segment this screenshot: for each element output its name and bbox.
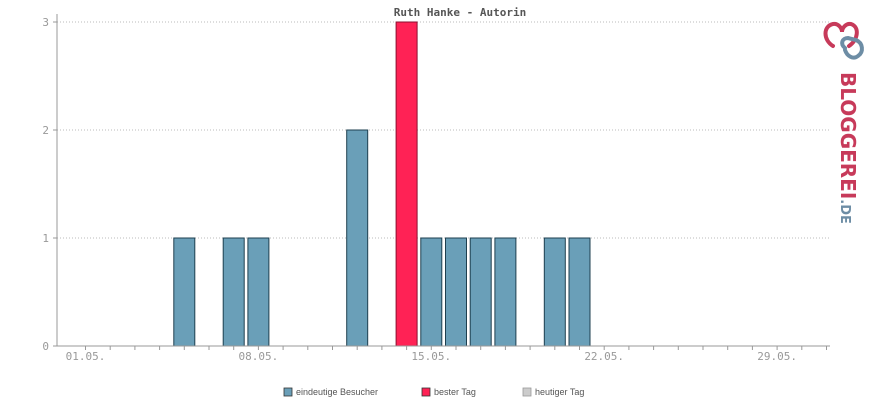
bars <box>173 21 591 347</box>
legend-label-best-day: bester Tag <box>434 387 476 397</box>
axes <box>56 14 830 347</box>
logo-suffix: .DE <box>837 199 852 224</box>
chart-title: Ruth Hanke - Autorin <box>394 6 526 19</box>
bar-visitors <box>445 237 467 347</box>
bar-visitors <box>247 237 270 347</box>
x-tick-label: 01.05. <box>66 350 106 363</box>
legend-swatch-best-day <box>421 387 431 397</box>
bar-best-day <box>395 21 418 347</box>
bar-visitors <box>420 237 443 347</box>
x-tick-label: 08.05. <box>239 350 279 363</box>
logo-heart-icon <box>823 21 864 60</box>
legend: eindeutige Besucher bester Tag heutiger … <box>283 387 584 397</box>
x-tick-label: 22.05. <box>584 350 624 363</box>
bar-visitors <box>494 237 517 347</box>
y-tick-label: 0 <box>42 340 49 353</box>
y-tick-label: 1 <box>42 232 49 245</box>
bar-visitors <box>346 129 369 347</box>
legend-swatch-visitors <box>283 387 293 397</box>
x-axis-ticks: 01.05. 08.05. 15.05. 22.05. 29.05. <box>66 346 827 363</box>
y-tick-label: 3 <box>42 16 49 29</box>
logo-text: BLOGGEREI.DE <box>836 72 860 224</box>
legend-label-today: heutiger Tag <box>535 387 584 397</box>
bar-visitors <box>173 237 196 347</box>
logo-main: BLOGGEREI <box>836 72 860 199</box>
legend-label-visitors: eindeutige Besucher <box>296 387 378 397</box>
bloggerei-logo: BLOGGEREI.DE <box>823 21 864 224</box>
bar-visitors <box>469 237 492 347</box>
bar-visitors <box>222 237 245 347</box>
y-axis-ticks: 0 1 2 3 <box>42 16 57 353</box>
bar-visitors <box>543 237 566 347</box>
grid-lines <box>57 21 830 239</box>
y-tick-label: 2 <box>42 124 49 137</box>
legend-swatch-today <box>522 387 532 397</box>
x-tick-label: 29.05. <box>757 350 797 363</box>
bar-visitors <box>568 237 591 347</box>
x-tick-label: 15.05. <box>411 350 451 363</box>
